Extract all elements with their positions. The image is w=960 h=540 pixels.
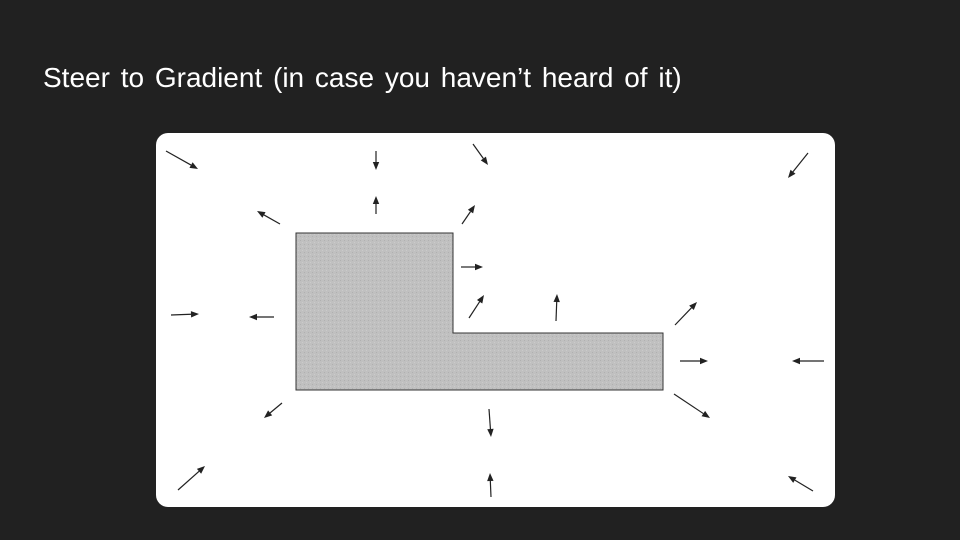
slide-title: Steer to Gradient (in case you haven’t h…	[43, 62, 682, 93]
diagram-panel	[156, 133, 835, 507]
